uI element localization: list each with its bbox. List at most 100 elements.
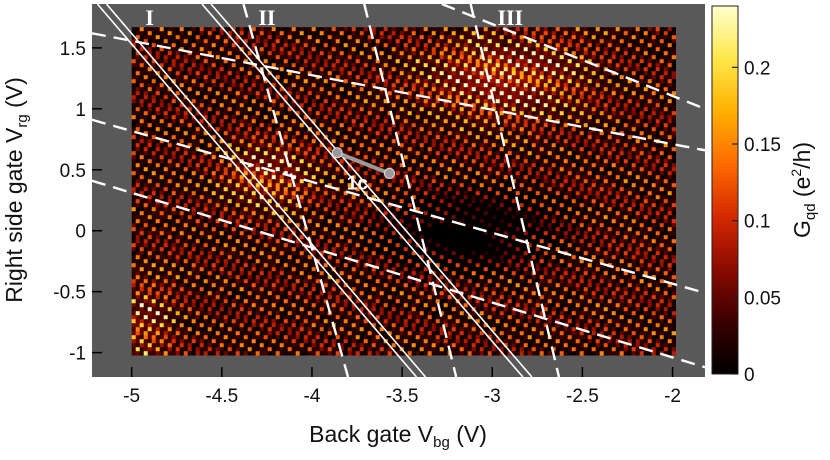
heatmap-cell	[419, 71, 424, 76]
heatmap-cell	[583, 131, 588, 136]
heatmap-cell	[387, 147, 392, 152]
heatmap-cell	[255, 83, 260, 88]
heatmap-cell	[499, 155, 504, 160]
heatmap-cell	[263, 139, 268, 144]
heatmap-cell	[231, 159, 236, 164]
heatmap-cell	[171, 131, 176, 136]
heatmap-cell	[331, 47, 336, 52]
heatmap-cell	[151, 155, 156, 160]
heatmap-cell	[371, 39, 376, 44]
heatmap-cell	[295, 167, 300, 172]
heatmap-cell	[155, 31, 160, 36]
heatmap-cell	[387, 131, 392, 136]
heatmap-cell	[543, 159, 548, 164]
heatmap-cell	[467, 47, 472, 52]
heatmap-cell	[327, 143, 332, 148]
heatmap-cell	[587, 147, 592, 152]
heatmap-cell	[519, 55, 524, 60]
heatmap-cell	[179, 39, 184, 44]
heatmap-cell	[323, 171, 328, 176]
heatmap-cell	[535, 103, 540, 108]
heatmap-cell	[207, 75, 212, 80]
heatmap-cell	[575, 83, 580, 88]
heatmap-cell	[283, 159, 288, 164]
heatmap-cell	[279, 35, 284, 40]
heatmap-cell	[491, 143, 496, 148]
heatmap-cell	[375, 171, 380, 176]
heatmap-cell	[219, 107, 224, 112]
heatmap-cell	[455, 31, 460, 36]
heatmap-cell	[515, 99, 520, 104]
heatmap-cell	[307, 71, 312, 76]
heatmap-cell	[495, 99, 500, 104]
heatmap-cell	[563, 131, 568, 136]
heatmap-cell	[451, 115, 456, 120]
heatmap-cell	[623, 83, 628, 88]
heatmap-cell	[563, 47, 568, 52]
heatmap-cell	[175, 35, 180, 40]
heatmap-cell	[371, 87, 376, 92]
heatmap-cell	[163, 95, 168, 100]
heatmap-cell	[351, 51, 356, 56]
heatmap-cell	[407, 95, 412, 100]
heatmap-cell	[347, 143, 352, 148]
heatmap-cell	[147, 119, 152, 124]
heatmap-cell	[287, 139, 292, 144]
heatmap-cell	[139, 115, 144, 120]
heatmap-cell	[331, 51, 336, 56]
heatmap-cell	[387, 43, 392, 48]
heatmap-cell	[231, 83, 236, 88]
heatmap-cell	[147, 131, 152, 136]
heatmap-cell	[519, 139, 524, 144]
heatmap-cell	[131, 115, 136, 120]
heatmap-cell	[311, 75, 316, 80]
heatmap-cell	[379, 95, 384, 100]
heatmap-cell	[571, 147, 576, 152]
heatmap-cell	[151, 151, 156, 156]
heatmap-cell	[579, 27, 584, 32]
heatmap-cell	[567, 31, 572, 36]
heatmap-cell	[499, 43, 504, 48]
heatmap-cell	[555, 139, 560, 144]
heatmap-cell	[431, 43, 436, 48]
heatmap-cell	[179, 75, 184, 80]
heatmap-cell	[399, 27, 404, 32]
heatmap-cell	[395, 147, 400, 152]
heatmap-cell	[659, 47, 664, 52]
heatmap-cell	[447, 47, 452, 52]
heatmap-cell	[423, 71, 428, 76]
heatmap-cell	[319, 95, 324, 100]
heatmap-cell	[463, 59, 468, 64]
heatmap-cell	[135, 87, 140, 92]
heatmap-cell	[423, 103, 428, 108]
heatmap-cell	[299, 167, 304, 172]
heatmap-cell	[151, 123, 156, 128]
heatmap-cell	[451, 147, 456, 152]
heatmap-cell	[271, 103, 276, 108]
heatmap-cell	[399, 83, 404, 88]
heatmap-cell	[275, 59, 280, 64]
heatmap-cell	[623, 107, 628, 112]
heatmap-cell	[527, 71, 532, 76]
heatmap-cell	[367, 83, 372, 88]
heatmap-cell	[387, 155, 392, 160]
heatmap-cell	[423, 135, 428, 140]
heatmap-cell	[327, 103, 332, 108]
heatmap-cell	[599, 147, 604, 152]
heatmap-cell	[643, 147, 648, 152]
heatmap-cell	[143, 83, 148, 88]
heatmap-cell	[635, 167, 640, 172]
heatmap-cell	[467, 147, 472, 152]
heatmap-cell	[527, 83, 532, 88]
heatmap-cell	[139, 83, 144, 88]
heatmap-cell	[463, 159, 468, 164]
heatmap-cell	[631, 87, 636, 92]
heatmap-cell	[403, 159, 408, 164]
heatmap-cell	[135, 75, 140, 80]
heatmap-cell	[535, 55, 540, 60]
heatmap-cell	[231, 115, 236, 120]
heatmap-cell	[615, 75, 620, 80]
heatmap-cell	[623, 55, 628, 60]
heatmap-cell	[151, 35, 156, 40]
heatmap-cell	[603, 75, 608, 80]
